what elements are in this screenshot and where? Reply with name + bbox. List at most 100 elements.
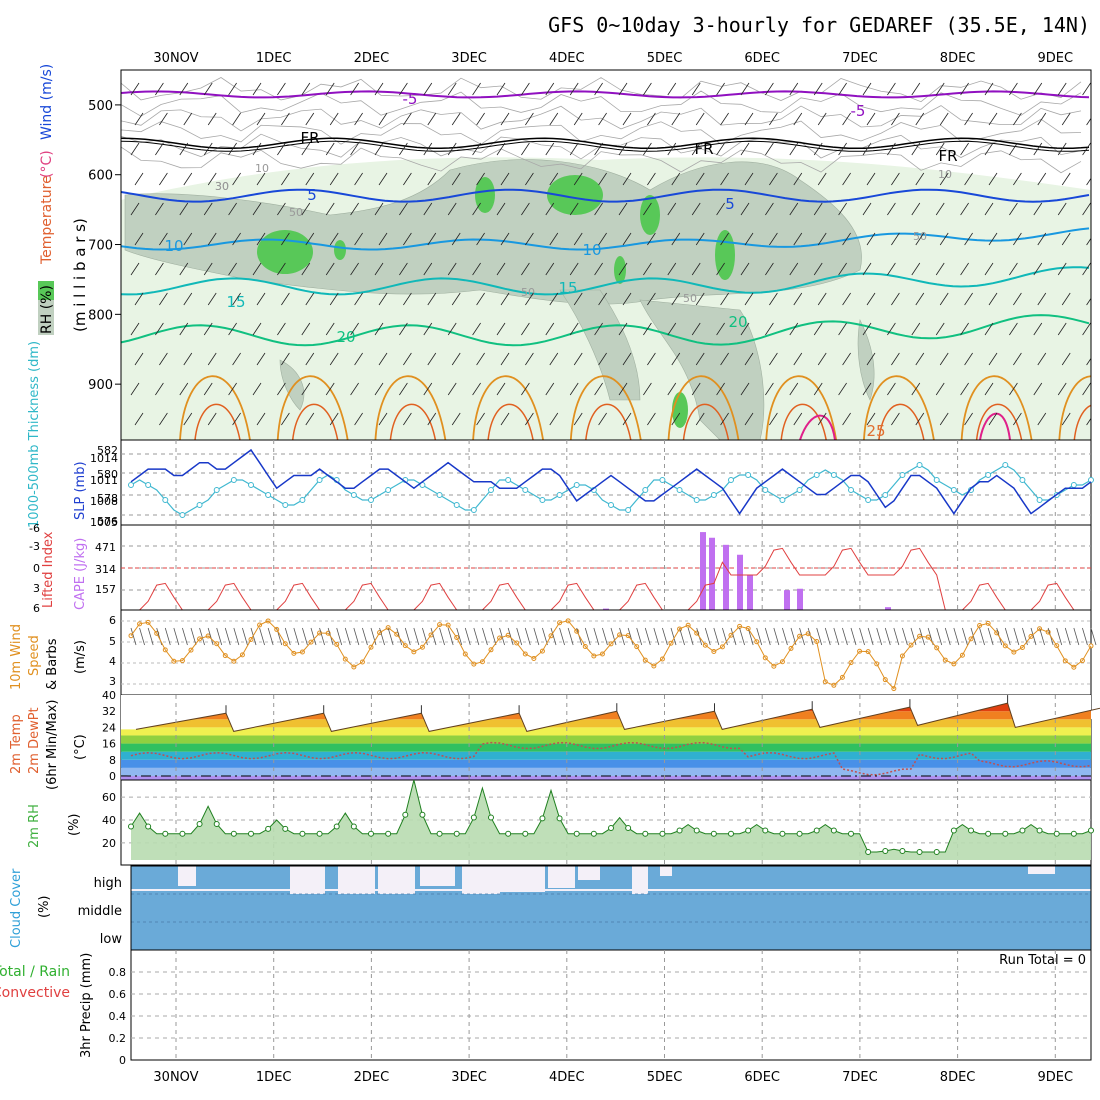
temp-above-mask [121, 695, 1100, 732]
wind-barb [789, 142, 799, 156]
wind10-barb [199, 627, 205, 646]
wind10-barb [653, 627, 660, 646]
wind-barb [374, 142, 384, 156]
wind-barb [281, 292, 290, 306]
wind-barb [838, 322, 847, 336]
wind-barb [765, 202, 774, 216]
wind-barb [305, 172, 315, 186]
wind-barb [232, 172, 241, 186]
wind10-barb [1030, 627, 1037, 646]
rh2m-point [368, 830, 374, 837]
wind10-barb [662, 627, 668, 646]
wind-barb [354, 292, 363, 306]
wind-barb [622, 352, 632, 366]
wind-barb [573, 412, 583, 426]
wind-barb [423, 382, 433, 396]
thickness-tick: 582 [97, 444, 118, 457]
wind-barb [329, 232, 339, 246]
rh2m-point [350, 823, 357, 830]
contour-label: 50 [521, 286, 535, 299]
high-cloud-block [578, 866, 600, 880]
wind10m-label-4: (m/s) [73, 640, 88, 674]
wind10-barb [704, 627, 711, 646]
wind-barb [228, 142, 237, 156]
wind-barb [496, 382, 506, 396]
wind10-barb [242, 627, 248, 646]
wind10-barb [747, 627, 754, 646]
wind-barb [305, 112, 315, 126]
wind-barb [374, 262, 384, 276]
contour-label: FR [694, 140, 713, 158]
wind-barb [915, 232, 925, 246]
wind-barb [817, 232, 827, 246]
rh-dark-area [640, 195, 660, 235]
wind10-barb [567, 627, 574, 646]
wind-barb [720, 172, 729, 186]
wind-barb [500, 352, 510, 366]
wind10-barb [936, 627, 943, 646]
wind10-barb [353, 627, 360, 646]
rh2m-point [556, 815, 563, 822]
wind-barb [281, 112, 290, 126]
contour-label: 10 [164, 237, 183, 255]
cloud-label-1: Cloud Cover [9, 868, 24, 948]
thickness-point [625, 507, 632, 513]
rh2m-point [899, 848, 906, 855]
rh2m-point [162, 830, 169, 837]
wind-barb [447, 202, 457, 216]
rh2m-area [131, 780, 1091, 860]
thickness-point [539, 497, 546, 503]
wind-barb [325, 202, 335, 216]
wind-barb [1057, 322, 1067, 336]
wind-barb [256, 112, 266, 126]
wind-barb [427, 352, 437, 366]
rh2m-point [865, 849, 872, 855]
temp-tick: 32 [102, 705, 116, 718]
rh-dark-area [334, 240, 346, 260]
wind-barb [1033, 142, 1043, 156]
wind-barb [862, 82, 872, 96]
wind-barb [594, 382, 603, 396]
wind-barb [695, 352, 705, 366]
cape-label: CAPE (J/kg) [73, 538, 88, 610]
wind-barb [691, 142, 701, 156]
wind-barb [569, 262, 579, 276]
wind-barb [183, 292, 193, 306]
upper-tick-label: 800 [88, 308, 113, 323]
wind10-barb [550, 627, 557, 646]
wind-barb [569, 202, 579, 216]
wind-barb [281, 352, 290, 366]
wind-barb [496, 82, 506, 96]
wind10-barb [482, 627, 488, 646]
wind-barb [1082, 82, 1091, 96]
wind-barb [695, 412, 705, 426]
wind10-barb [542, 627, 548, 646]
wind-barb [476, 232, 485, 246]
wind-barb [598, 172, 607, 186]
wind-barb [472, 382, 481, 396]
wind-barb [500, 292, 510, 306]
temp2m-label-1: 2m Temp [9, 714, 24, 774]
rh2m-label-1: 2m RH [27, 804, 42, 848]
cape-bar [723, 544, 729, 610]
thickness-point [522, 487, 529, 493]
wind-barb [887, 382, 896, 396]
wind-barb [423, 262, 433, 276]
wind10-barb [842, 627, 848, 646]
wind-barb [521, 322, 530, 336]
wind-barb [277, 322, 286, 336]
cloud-label-2: (%) [37, 896, 52, 919]
isotherm-line [121, 137, 1090, 150]
wind10-barb [644, 627, 651, 646]
wind-barb [134, 292, 144, 306]
wind-barb [594, 322, 603, 336]
wind-barb [618, 322, 628, 336]
wind-barb [573, 112, 583, 126]
wind10-barb [867, 627, 874, 646]
warm-isotherm [276, 375, 349, 440]
wind-barb [281, 412, 290, 426]
cape-bar [700, 532, 706, 610]
top-date-label: 1DEC [256, 51, 292, 66]
rh2m-point [916, 849, 923, 855]
wind10-barb [302, 627, 308, 646]
